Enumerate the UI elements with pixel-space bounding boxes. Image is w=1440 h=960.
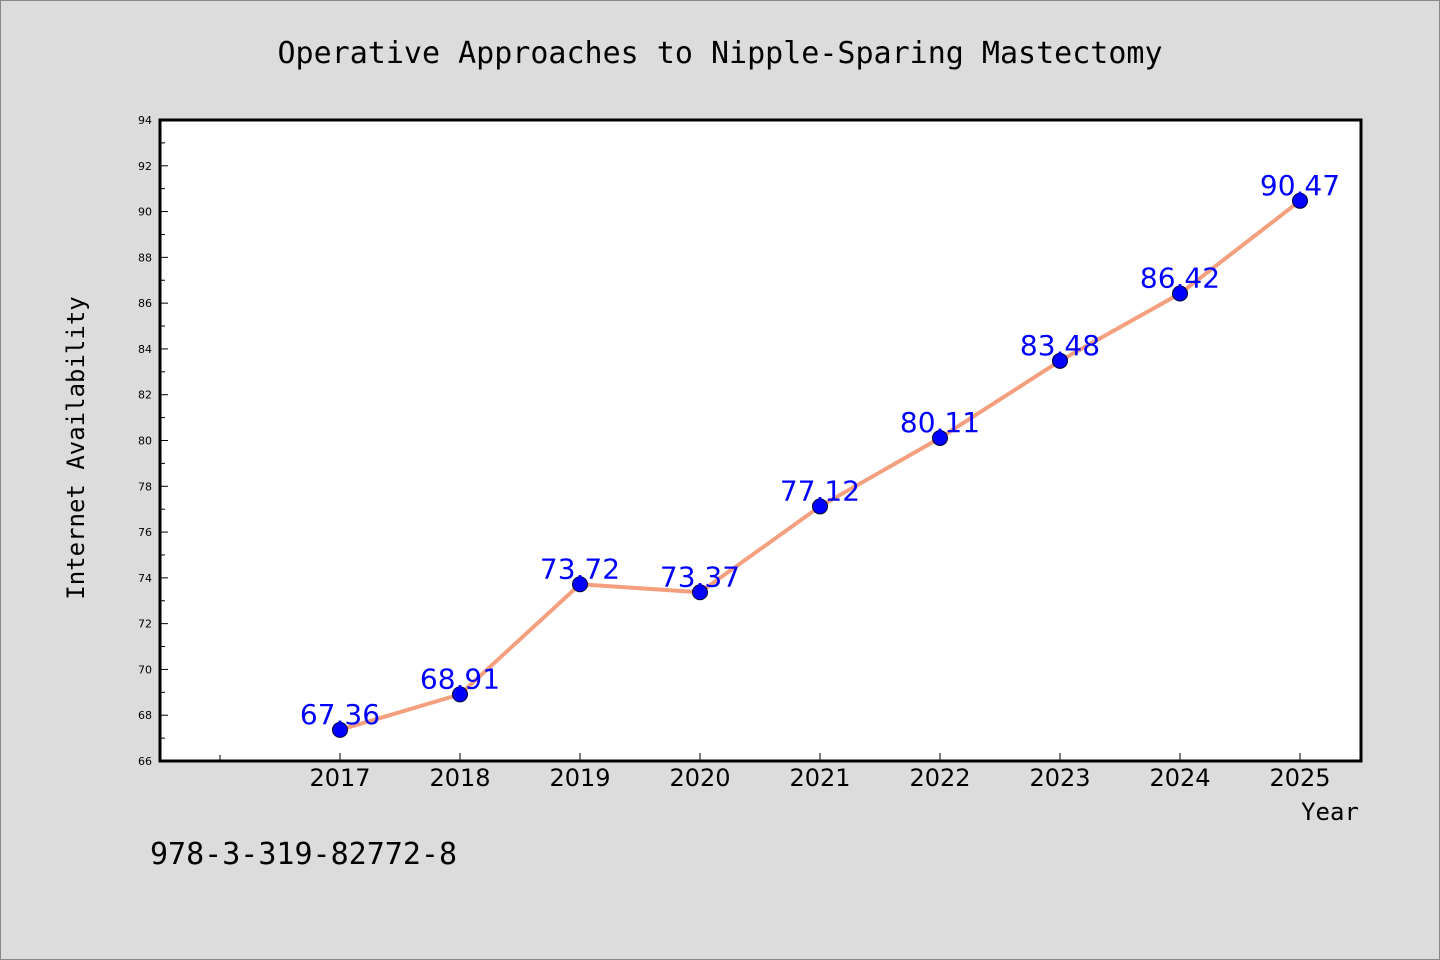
y-axis-label: Internet Availability (62, 296, 90, 599)
series-markers (332, 192, 1308, 738)
x-tick-label: 2021 (789, 764, 850, 792)
x-tick-label: 2020 (669, 764, 730, 792)
data-label: 90.47 (1260, 169, 1340, 202)
x-tick-label: 2017 (309, 764, 370, 792)
y-tick-label: 88 (138, 251, 152, 264)
y-tick-label: 76 (138, 526, 152, 539)
data-label: 80.11 (900, 406, 980, 439)
data-label: 73.37 (660, 560, 740, 593)
y-tick-label: 82 (138, 389, 152, 402)
y-tick-label: 74 (138, 572, 152, 585)
y-tick-label: 92 (138, 160, 152, 173)
x-tick-label: 2019 (549, 764, 610, 792)
data-label: 68.91 (420, 662, 500, 695)
y-tick-label: 70 (138, 663, 152, 676)
data-label: 77.12 (780, 474, 860, 507)
data-label: 86.42 (1140, 262, 1220, 295)
data-label: 73.72 (540, 552, 620, 585)
x-axis: 2017 2018 2019 2020 2021 2022 2023 2024 2025 (219, 753, 1331, 792)
y-tick-label: 78 (138, 480, 152, 493)
x-tick-label: 2024 (1149, 764, 1210, 792)
data-point (692, 584, 708, 601)
x-tick-label: 2018 (429, 764, 490, 792)
y-tick-label: 84 (138, 343, 152, 356)
data-label: 67.36 (300, 698, 380, 731)
y-axis: 66 68 70 72 74 76 78 80 82 84 86 88 90 92 94 (138, 114, 168, 768)
x-tick-label: 2023 (1029, 764, 1090, 792)
data-point (452, 686, 468, 703)
y-tick-label: 86 (138, 297, 152, 310)
footer-identifier: 978-3-319-82772-8 (150, 837, 457, 872)
chart-title: Operative Approaches to Nipple-Sparing M… (277, 36, 1162, 71)
y-tick-label: 80 (138, 435, 152, 448)
y-tick-label: 68 (138, 709, 152, 722)
data-label: 83.48 (1020, 329, 1100, 362)
plot-area (158, 118, 1363, 763)
y-tick-label: 90 (138, 206, 152, 219)
data-point (812, 498, 828, 515)
data-point (572, 576, 588, 593)
data-point (1292, 192, 1308, 209)
y-tick-label: 66 (138, 755, 152, 768)
x-tick-label: 2025 (1269, 764, 1330, 792)
x-tick-label: 2022 (909, 764, 970, 792)
data-labels: 67.36 68.91 73.72 73.37 77.12 80.11 83.48 86.42… (300, 169, 1340, 731)
x-axis-label: Year (1301, 798, 1359, 826)
data-point (1172, 285, 1188, 302)
data-point (1052, 352, 1068, 369)
y-tick-label: 72 (138, 618, 152, 631)
y-tick-label: 94 (138, 114, 152, 127)
data-point (932, 429, 948, 446)
data-point (332, 721, 348, 738)
